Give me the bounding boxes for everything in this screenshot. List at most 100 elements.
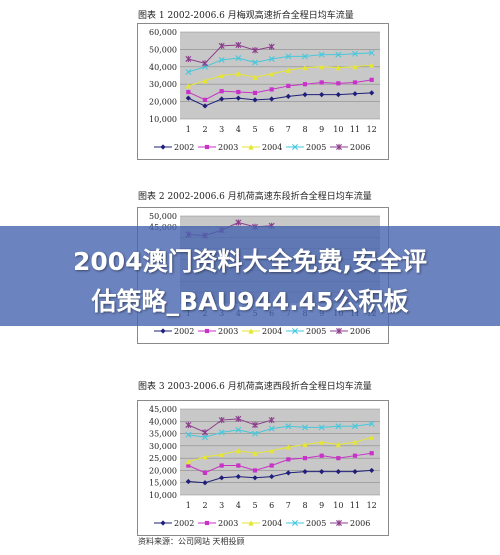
chart-3-point-2003 — [186, 463, 191, 468]
chart-1-point-2005 — [218, 56, 225, 63]
chart-3-point-2003 — [336, 456, 341, 461]
chart-1-y-tick: 20,000 — [149, 98, 177, 107]
chart-3-point-2005 — [285, 423, 292, 430]
chart-1-point-2003 — [286, 83, 291, 89]
chart-1-legend-marker-2003 — [204, 144, 210, 150]
banner-line-1: 2004澳门资料大全免费,安全评 — [72, 247, 428, 276]
chart-1-x-tick: 1 — [186, 125, 191, 134]
chart-3-series-2002-line — [188, 469, 372, 484]
chart-1-point-2003 — [202, 97, 208, 102]
chart-3-series-2004-line — [188, 436, 372, 463]
chart-3-legend-marker-2005 — [292, 520, 298, 526]
chart-3-point-2004 — [269, 448, 275, 454]
chart-1-x-tick: 2 — [202, 125, 207, 134]
chart-3-legend-marker-2002 — [160, 520, 166, 526]
chart-3-y-tick: 20,000 — [149, 466, 177, 475]
chart-1-legend-label-2002: 2002 — [174, 143, 194, 152]
chart-3-point-2006 — [202, 429, 208, 436]
chart-1-point-2004 — [335, 65, 341, 71]
chart-1-point-2006 — [185, 55, 192, 63]
chart-3-point-2003 — [202, 470, 208, 475]
chart-3-y-tick: 30,000 — [149, 442, 177, 451]
chart-3-point-2003 — [302, 456, 308, 461]
chart-1-x-tick: 9 — [319, 125, 324, 134]
chart-3-x-tick: 6 — [269, 501, 274, 510]
chart-3-svg: 45,000 40,000 35,000 30,000 25,000 20,000 15,0… — [149, 405, 380, 528]
chart-3-legend-marker-2004 — [248, 520, 254, 526]
chart-1-legend-label-2003: 2003 — [218, 143, 238, 152]
chart-3-plot-area — [180, 409, 380, 495]
chart-1-x-tick: 11 — [350, 125, 360, 134]
chart-3-point-2005 — [202, 434, 208, 441]
chart-1-point-2003 — [252, 90, 258, 95]
chart-1-series-2006-line — [188, 44, 272, 64]
chart-1-point-2005 — [235, 55, 242, 62]
chart-2-point-2006 — [235, 219, 242, 226]
chart-3-point-2004 — [185, 459, 191, 465]
chart-3-x-tick: 5 — [252, 501, 257, 510]
chart-1-point-2004 — [302, 65, 308, 71]
chart-3-x-tick: 4 — [236, 501, 241, 510]
chart-1-y-tick: 60,000 — [149, 28, 177, 37]
chart-1-point-2003 — [319, 80, 324, 85]
chart-1-legend-label-2004: 2004 — [262, 143, 282, 152]
chart-3-point-2005 — [268, 425, 275, 432]
chart-1-x-tick: 5 — [252, 125, 257, 134]
chart-1-point-2003 — [236, 89, 241, 95]
chart-3-point-2004 — [202, 454, 208, 460]
chart-3-point-2003 — [369, 451, 374, 456]
chart-3-x-tick: 12 — [367, 501, 377, 510]
chart-3-x-tick: 11 — [350, 501, 360, 510]
chart-3-point-2004 — [352, 439, 358, 445]
chart-3-point-2005 — [302, 424, 308, 431]
chart-1-point-2005 — [352, 50, 358, 57]
banner-line-2: 估策略_BAU944.45公积板 — [91, 287, 409, 316]
chart-1-point-2005 — [302, 53, 308, 60]
chart-1-point-2003 — [369, 77, 374, 82]
chart-1-y-tick: 30,000 — [149, 80, 177, 89]
chart-1-point-2004 — [285, 67, 291, 73]
chart-3-y-tick: 45,000 — [149, 405, 177, 414]
chart-3-x-tick: 1 — [186, 501, 191, 510]
chart-3-point-2005 — [318, 424, 325, 431]
source-note: 资料来源：公司网站 天相投顾 — [138, 537, 245, 546]
chart-2-legend-marker-2002 — [160, 328, 166, 334]
chart-1-x-tick: 3 — [219, 125, 224, 134]
chart-2-legend-label-2002: 2002 — [174, 327, 194, 336]
chart-2-y-tick: 50,000 — [149, 212, 177, 221]
chart-1-point-2004 — [269, 71, 275, 77]
chart-1-point-2002 — [252, 97, 258, 103]
chart-1-point-2005 — [185, 69, 192, 76]
chart-1-point-2004 — [202, 78, 208, 84]
chart-3-point-2005 — [252, 430, 258, 437]
chart-3-series-2003-line — [188, 452, 372, 474]
chart-1-point-2006 — [218, 42, 225, 50]
chart-3-point-2003 — [219, 463, 224, 468]
chart-1-point-2005 — [368, 49, 375, 56]
chart-3-point-2004 — [285, 444, 291, 450]
chart-1-legend-label-2006: 2006 — [350, 143, 370, 152]
chart-1-point-2003 — [302, 82, 308, 87]
chart-1-legend-marker-2002 — [160, 144, 166, 150]
chart-2-title: 图表 2 2002-2006.6 月机荷高速东段折合全程日均车流量 — [138, 192, 372, 202]
chart-3-point-2004 — [252, 450, 258, 456]
chart-3-legend-label-2005: 2005 — [306, 519, 326, 528]
chart-1-title: 图表 1 2002-2006.6 月梅观高速折合全程日均车流量 — [138, 11, 354, 21]
chart-1-point-2004 — [235, 71, 241, 77]
chart-1-point-2002 — [185, 95, 191, 101]
chart-1-point-2002 — [352, 91, 358, 97]
chart-3-y-tick: 35,000 — [149, 430, 177, 439]
chart-3-legend-marker-2003 — [204, 520, 210, 526]
chart-1-point-2003 — [336, 81, 341, 86]
chart-3-point-2004 — [302, 442, 308, 448]
chart-3-x-tick: 9 — [319, 501, 324, 510]
chart-3-legend-label-2006: 2006 — [350, 519, 370, 528]
chart-1-point-2003 — [269, 87, 274, 92]
chart-3-point-2002 — [352, 469, 358, 475]
chart-3-legend-label-2003: 2003 — [218, 519, 238, 528]
chart-3-point-2003 — [352, 453, 358, 458]
chart-3-point-2002 — [302, 469, 308, 475]
chart-3-point-2004 — [319, 439, 325, 445]
chart-3-point-2004 — [369, 434, 375, 440]
